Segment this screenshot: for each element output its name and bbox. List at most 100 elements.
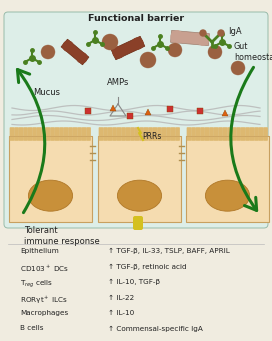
- FancyBboxPatch shape: [28, 127, 32, 141]
- FancyBboxPatch shape: [245, 127, 250, 141]
- FancyBboxPatch shape: [133, 216, 143, 230]
- Text: Gut
homeostasis: Gut homeostasis: [234, 42, 272, 62]
- FancyBboxPatch shape: [236, 127, 241, 141]
- Text: ↑ IL-22: ↑ IL-22: [108, 295, 134, 300]
- FancyBboxPatch shape: [86, 127, 91, 141]
- FancyBboxPatch shape: [50, 127, 55, 141]
- Text: Mucus: Mucus: [33, 88, 60, 97]
- Text: B cells: B cells: [20, 326, 44, 331]
- FancyBboxPatch shape: [135, 127, 139, 141]
- FancyBboxPatch shape: [171, 127, 175, 141]
- PathPatch shape: [61, 39, 89, 65]
- FancyBboxPatch shape: [68, 127, 73, 141]
- FancyBboxPatch shape: [99, 127, 103, 141]
- FancyBboxPatch shape: [227, 127, 232, 141]
- PathPatch shape: [111, 36, 145, 60]
- FancyBboxPatch shape: [117, 127, 121, 141]
- Circle shape: [77, 53, 87, 63]
- FancyBboxPatch shape: [23, 127, 28, 141]
- Circle shape: [102, 34, 118, 50]
- Text: Tolerant
immune response: Tolerant immune response: [24, 226, 100, 246]
- Circle shape: [208, 45, 222, 59]
- Text: ↑ IL-10, TGF-β: ↑ IL-10, TGF-β: [108, 279, 160, 285]
- Circle shape: [132, 38, 143, 49]
- FancyBboxPatch shape: [218, 127, 223, 141]
- FancyBboxPatch shape: [103, 127, 108, 141]
- FancyBboxPatch shape: [157, 127, 162, 141]
- FancyBboxPatch shape: [162, 127, 166, 141]
- FancyArrowPatch shape: [231, 67, 257, 210]
- FancyBboxPatch shape: [77, 127, 82, 141]
- Circle shape: [113, 47, 124, 58]
- FancyBboxPatch shape: [209, 127, 214, 141]
- FancyBboxPatch shape: [32, 127, 37, 141]
- Text: CD103$^+$ DCs: CD103$^+$ DCs: [20, 264, 69, 274]
- Circle shape: [200, 30, 206, 36]
- FancyBboxPatch shape: [241, 127, 245, 141]
- FancyBboxPatch shape: [121, 127, 126, 141]
- FancyBboxPatch shape: [82, 127, 86, 141]
- FancyBboxPatch shape: [166, 127, 171, 141]
- Circle shape: [140, 52, 156, 68]
- Text: ↑ IL-10: ↑ IL-10: [108, 310, 134, 316]
- FancyBboxPatch shape: [14, 127, 19, 141]
- FancyBboxPatch shape: [19, 127, 23, 141]
- FancyBboxPatch shape: [214, 127, 218, 141]
- FancyBboxPatch shape: [55, 127, 59, 141]
- Circle shape: [41, 45, 55, 59]
- FancyBboxPatch shape: [130, 127, 135, 141]
- FancyBboxPatch shape: [46, 127, 50, 141]
- FancyBboxPatch shape: [10, 127, 14, 141]
- Text: Epithelium: Epithelium: [20, 248, 59, 254]
- FancyBboxPatch shape: [9, 136, 92, 222]
- Text: T$_{reg}$ cells: T$_{reg}$ cells: [20, 279, 53, 291]
- FancyBboxPatch shape: [175, 127, 180, 141]
- FancyBboxPatch shape: [263, 127, 268, 141]
- FancyBboxPatch shape: [98, 136, 181, 222]
- FancyBboxPatch shape: [196, 127, 200, 141]
- Text: AMPs: AMPs: [107, 78, 129, 87]
- FancyBboxPatch shape: [4, 12, 268, 228]
- FancyBboxPatch shape: [59, 127, 64, 141]
- Circle shape: [63, 41, 73, 51]
- Text: PRRs: PRRs: [142, 132, 161, 141]
- Circle shape: [197, 33, 209, 45]
- FancyBboxPatch shape: [126, 127, 130, 141]
- FancyBboxPatch shape: [148, 127, 153, 141]
- Circle shape: [231, 61, 245, 75]
- FancyBboxPatch shape: [232, 127, 236, 141]
- FancyBboxPatch shape: [191, 127, 196, 141]
- Circle shape: [209, 49, 215, 55]
- Ellipse shape: [205, 180, 250, 211]
- FancyBboxPatch shape: [41, 127, 46, 141]
- Circle shape: [168, 43, 182, 57]
- Circle shape: [171, 31, 183, 43]
- Text: ↑ Commensal-specific IgA: ↑ Commensal-specific IgA: [108, 326, 203, 332]
- Text: ↑ TGF-β, IL-33, TSLP, BAFF, APRIL: ↑ TGF-β, IL-33, TSLP, BAFF, APRIL: [108, 248, 230, 254]
- Text: RORγt$^+$ ILCs: RORγt$^+$ ILCs: [20, 295, 68, 306]
- Text: IgA: IgA: [228, 28, 242, 36]
- Text: Macrophages: Macrophages: [20, 310, 68, 316]
- Ellipse shape: [28, 180, 73, 211]
- Text: Functional barrier: Functional barrier: [88, 14, 184, 23]
- Circle shape: [218, 30, 224, 36]
- FancyBboxPatch shape: [112, 127, 117, 141]
- FancyBboxPatch shape: [153, 127, 157, 141]
- FancyBboxPatch shape: [259, 127, 263, 141]
- FancyBboxPatch shape: [139, 127, 144, 141]
- FancyBboxPatch shape: [186, 136, 269, 222]
- FancyBboxPatch shape: [144, 127, 149, 141]
- FancyBboxPatch shape: [108, 127, 112, 141]
- FancyBboxPatch shape: [223, 127, 227, 141]
- FancyBboxPatch shape: [205, 127, 209, 141]
- PathPatch shape: [171, 30, 209, 46]
- FancyBboxPatch shape: [200, 127, 205, 141]
- FancyBboxPatch shape: [37, 127, 41, 141]
- FancyBboxPatch shape: [254, 127, 259, 141]
- Ellipse shape: [118, 180, 162, 211]
- FancyBboxPatch shape: [64, 127, 68, 141]
- FancyBboxPatch shape: [73, 127, 78, 141]
- FancyBboxPatch shape: [250, 127, 254, 141]
- FancyArrowPatch shape: [17, 70, 45, 213]
- FancyBboxPatch shape: [187, 127, 191, 141]
